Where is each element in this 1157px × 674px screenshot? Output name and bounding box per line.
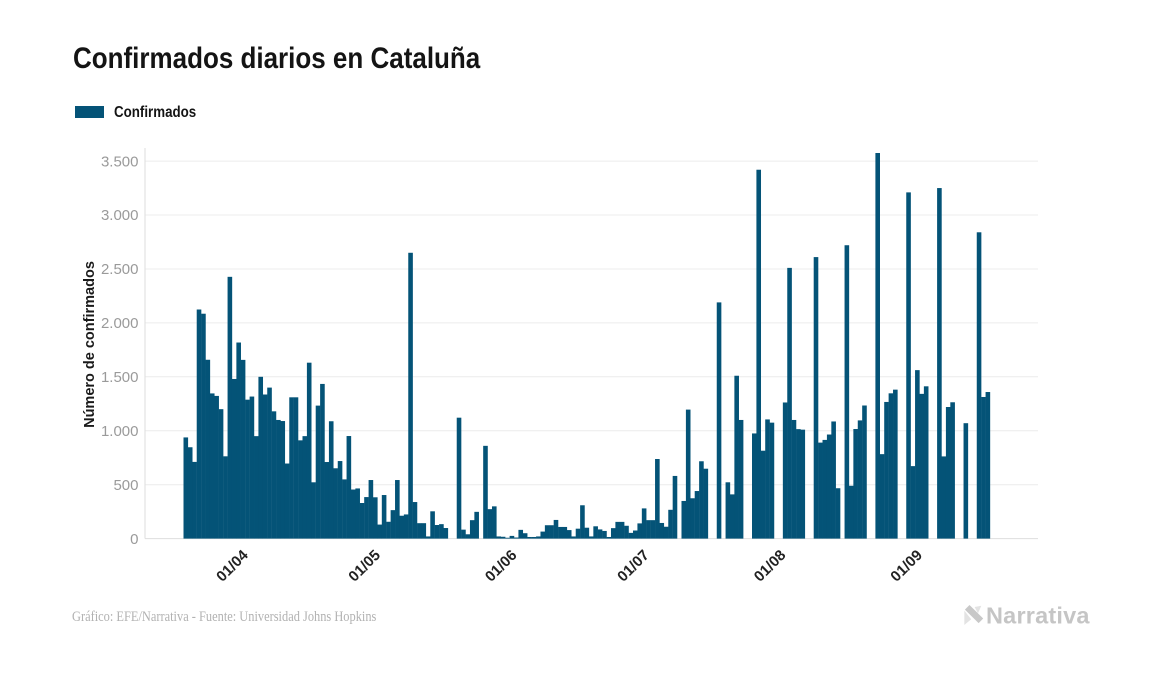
svg-text:01/06: 01/06	[482, 547, 521, 586]
svg-text:01/09: 01/09	[887, 547, 926, 586]
svg-text:1.500: 1.500	[101, 369, 139, 386]
svg-text:01/07: 01/07	[614, 547, 653, 586]
svg-text:2.000: 2.000	[101, 315, 139, 332]
svg-text:01/05: 01/05	[345, 547, 384, 586]
svg-text:01/08: 01/08	[751, 547, 790, 586]
svg-text:3.500: 3.500	[101, 153, 139, 170]
svg-text:3.000: 3.000	[101, 207, 139, 224]
svg-text:Narrativa: Narrativa	[986, 604, 1090, 628]
svg-text:500: 500	[113, 477, 138, 494]
svg-text:01/04: 01/04	[213, 546, 252, 585]
svg-text:2.500: 2.500	[101, 261, 139, 278]
svg-text:Número de confirmados: Número de confirmados	[82, 261, 98, 428]
svg-text:1.000: 1.000	[101, 423, 139, 440]
svg-text:0: 0	[130, 531, 138, 548]
